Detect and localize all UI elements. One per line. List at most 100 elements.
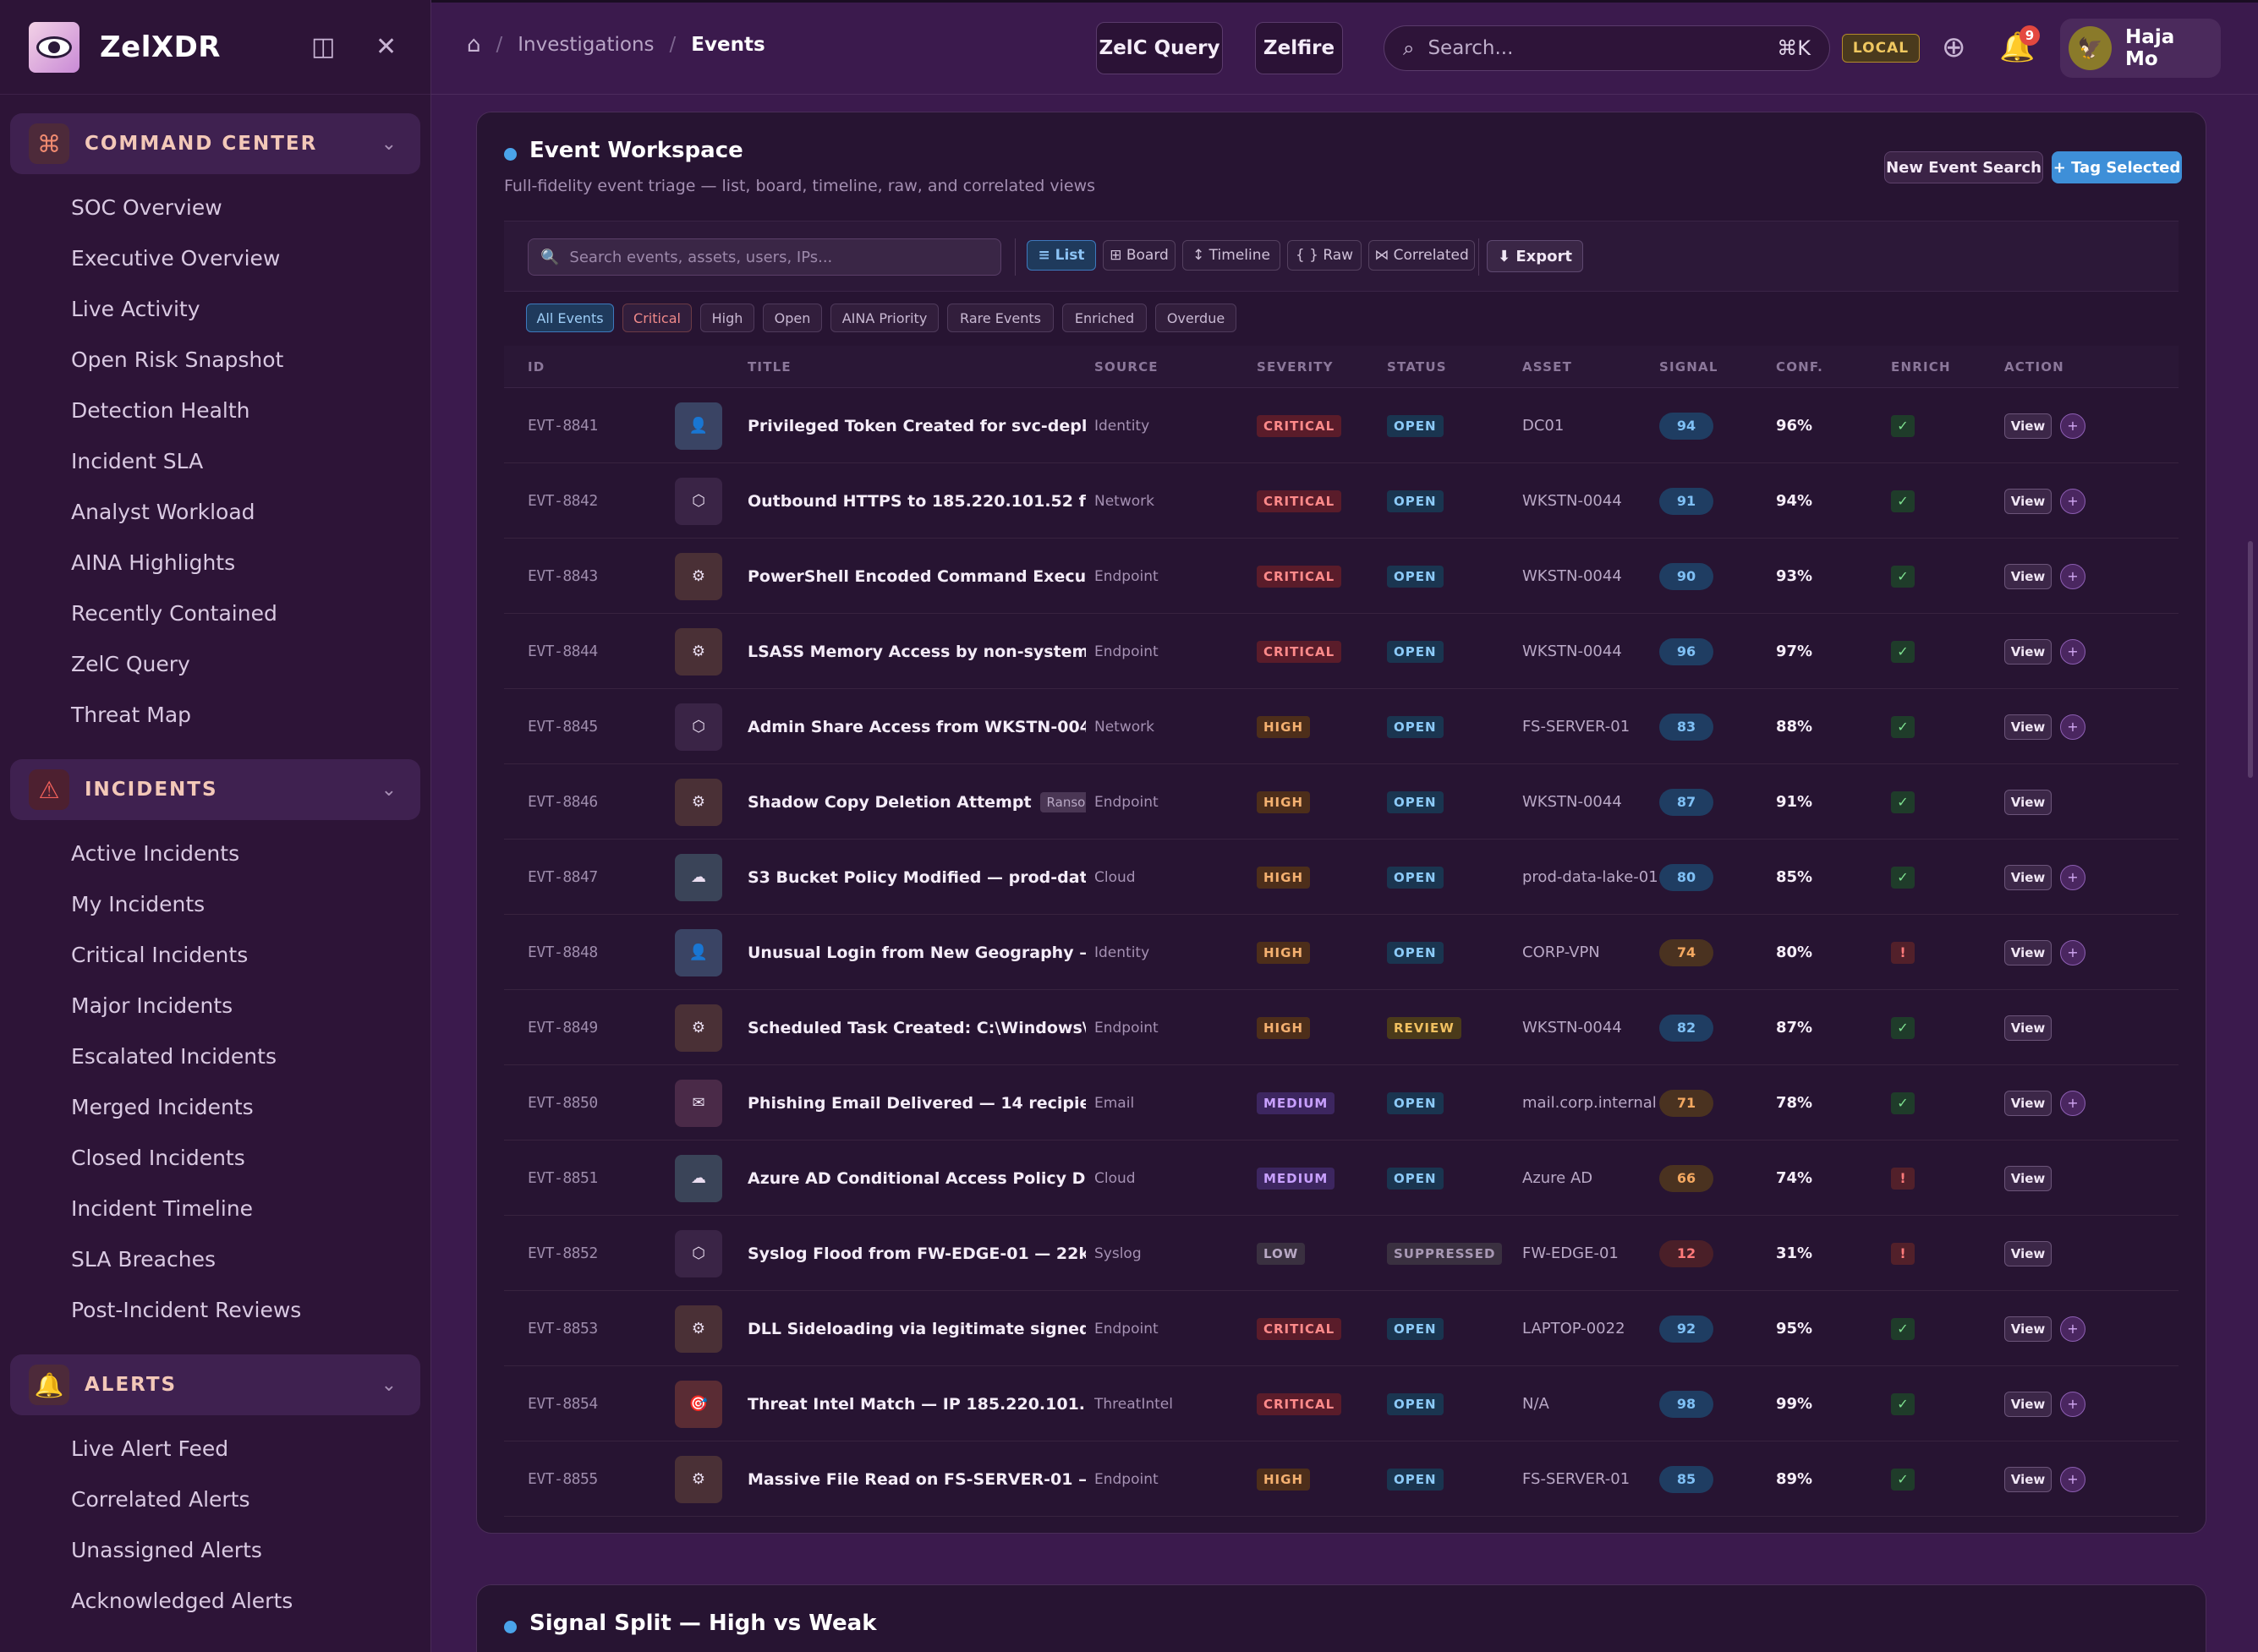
- filter-overdue[interactable]: Overdue: [1155, 304, 1236, 332]
- sidebar-item-analyst-workload[interactable]: Analyst Workload: [71, 500, 255, 524]
- event-title-cell[interactable]: Azure AD Conditional Access Policy Disab…: [748, 1141, 1086, 1216]
- table-row[interactable]: EVT-8842 ⬡ Outbound HTTPS to 185.220.101.5…: [504, 463, 2179, 539]
- view-button[interactable]: View: [2004, 864, 2052, 890]
- add-to-case-button[interactable]: +: [2060, 488, 2085, 514]
- sidebar-item-major-incidents[interactable]: Major Incidents: [71, 993, 233, 1018]
- view-button[interactable]: View: [2004, 1090, 2052, 1116]
- table-row[interactable]: EVT-8847 ☁ S3 Bucket Policy Modified — pro…: [504, 840, 2179, 915]
- event-title-cell[interactable]: Privileged Token Created for svc-deploy …: [748, 388, 1086, 463]
- table-row[interactable]: EVT-8848 👤 Unusual Login from New Geograph…: [504, 915, 2179, 990]
- chevron-down-icon[interactable]: ⌄: [381, 1374, 397, 1396]
- col-title[interactable]: TITLE: [748, 359, 792, 375]
- sidebar-item-executive-overview[interactable]: Executive Overview: [71, 246, 281, 271]
- view-timeline-button[interactable]: ↕ Timeline: [1182, 240, 1280, 271]
- event-search-input[interactable]: 🔍 Search events, assets, users, IPs...: [528, 238, 1001, 276]
- sidebar-item-critical-incidents[interactable]: Critical Incidents: [71, 943, 249, 967]
- col-asset[interactable]: ASSET: [1522, 359, 1573, 375]
- add-to-case-button[interactable]: +: [2060, 563, 2085, 589]
- table-row[interactable]: EVT-8850 ✉ Phishing Email Delivered — 14 r…: [504, 1065, 2179, 1141]
- table-row[interactable]: EVT-8851 ☁ Azure AD Conditional Access Pol…: [504, 1141, 2179, 1216]
- event-title-cell[interactable]: Admin Share Access from WKSTN-0044 to FS…: [748, 689, 1086, 764]
- sidebar-item-threat-map[interactable]: Threat Map: [71, 703, 192, 727]
- add-to-case-button[interactable]: +: [2060, 1466, 2085, 1492]
- add-to-case-button[interactable]: +: [2060, 1316, 2085, 1342]
- table-row[interactable]: EVT-8855 ⚙ Massive File Read on FS-SERVER-…: [504, 1441, 2179, 1517]
- event-title[interactable]: Unusual Login from New Geography — k.oko…: [748, 943, 1086, 962]
- event-title[interactable]: Outbound HTTPS to 185.220.101.52 from WK…: [748, 491, 1086, 511]
- view-button[interactable]: View: [2004, 1316, 2052, 1342]
- add-to-case-button[interactable]: +: [2060, 1090, 2085, 1116]
- home-icon[interactable]: ⌂: [467, 32, 481, 57]
- breadcrumb-investigations[interactable]: Investigations: [518, 34, 655, 56]
- event-title[interactable]: PowerShell Encoded Command Execution: [748, 566, 1086, 586]
- view-button[interactable]: View: [2004, 789, 2052, 815]
- sidebar-item-correlated-alerts[interactable]: Correlated Alerts: [71, 1487, 250, 1512]
- event-title-cell[interactable]: Phishing Email Delivered — 14 recipients…: [748, 1065, 1086, 1141]
- table-row[interactable]: EVT-8845 ⬡ Admin Share Access from WKSTN-0…: [504, 689, 2179, 764]
- add-to-case-button[interactable]: +: [2060, 413, 2085, 439]
- sidebar-item-soc-overview[interactable]: SOC Overview: [71, 195, 222, 220]
- col-enrich[interactable]: ENRICH: [1891, 359, 1951, 375]
- event-title-cell[interactable]: Syslog Flood from FW-EDGE-01 — 22k event…: [748, 1216, 1086, 1291]
- sidebar-item-my-incidents[interactable]: My Incidents: [71, 892, 206, 916]
- nav-section-alerts[interactable]: 🔔 ALERTS ⌄: [10, 1354, 420, 1415]
- table-row[interactable]: EVT-8844 ⚙ LSASS Memory Access by non-syst…: [504, 614, 2179, 689]
- filter-critical[interactable]: Critical: [622, 304, 692, 332]
- table-row[interactable]: EVT-8852 ⬡ Syslog Flood from FW-EDGE-01 — …: [504, 1216, 2179, 1291]
- filter-enriched[interactable]: Enriched: [1062, 304, 1147, 332]
- view-board-button[interactable]: ⊞ Board: [1103, 240, 1176, 271]
- view-button[interactable]: View: [2004, 1015, 2052, 1041]
- event-title-cell[interactable]: Shadow Copy Deletion Attempt Ransomware .…: [748, 764, 1086, 840]
- col-conf[interactable]: CONF.: [1776, 359, 1824, 375]
- chevron-down-icon[interactable]: ⌄: [381, 779, 397, 801]
- event-title-cell[interactable]: PowerShell Encoded Command ExecutionD...: [748, 539, 1086, 614]
- sidebar-item-recently-contained[interactable]: Recently Contained: [71, 601, 277, 626]
- event-title-cell[interactable]: Outbound HTTPS to 185.220.101.52 from WK…: [748, 463, 1086, 539]
- event-title[interactable]: Azure AD Conditional Access Policy Disab…: [748, 1168, 1086, 1188]
- filter-open[interactable]: Open: [763, 304, 822, 332]
- view-button[interactable]: View: [2004, 1165, 2052, 1191]
- event-title-cell[interactable]: DLL Sideloading via legitimate signed bi…: [748, 1291, 1086, 1366]
- chevron-down-icon[interactable]: ⌄: [381, 133, 397, 155]
- export-button[interactable]: ⬇ Export: [1487, 240, 1583, 272]
- collapse-icon[interactable]: ✕: [375, 32, 397, 62]
- event-title[interactable]: DLL Sideloading via legitimate signed bi…: [748, 1319, 1086, 1338]
- event-title[interactable]: S3 Bucket Policy Modified — prod-data-la…: [748, 867, 1086, 887]
- sidebar-item-post-incident-reviews[interactable]: Post-Incident Reviews: [71, 1298, 302, 1322]
- sidebar-item-live-activity[interactable]: Live Activity: [71, 297, 200, 321]
- filter-rare-events[interactable]: Rare Events: [947, 304, 1054, 332]
- sidebar-item-sla-breaches[interactable]: SLA Breaches: [71, 1247, 216, 1272]
- event-title-cell[interactable]: S3 Bucket Policy Modified — prod-data-la…: [748, 840, 1086, 915]
- view-button[interactable]: View: [2004, 1240, 2052, 1266]
- event-title[interactable]: LSASS Memory Access by non-system proces…: [748, 642, 1086, 661]
- event-title[interactable]: Syslog Flood from FW-EDGE-01 — 22k event…: [748, 1244, 1086, 1263]
- sidebar-item-detection-health[interactable]: Detection Health: [71, 398, 250, 423]
- nav-section-incidents[interactable]: ⚠ INCIDENTS ⌄: [10, 759, 420, 820]
- col-status[interactable]: STATUS: [1387, 359, 1447, 375]
- col-signal[interactable]: SIGNAL: [1659, 359, 1718, 375]
- add-icon[interactable]: ⊕: [1942, 30, 1966, 64]
- col-severity[interactable]: SEVERITY: [1257, 359, 1334, 375]
- view-button[interactable]: View: [2004, 1391, 2052, 1417]
- sidebar-item-open-risk-snapshot[interactable]: Open Risk Snapshot: [71, 347, 284, 372]
- event-title-cell[interactable]: LSASS Memory Access by non-system proces…: [748, 614, 1086, 689]
- add-to-case-button[interactable]: +: [2060, 714, 2085, 740]
- view-button[interactable]: View: [2004, 563, 2052, 589]
- user-menu[interactable]: 🦅 Haja Mo: [2060, 19, 2221, 78]
- nav-section-command-center[interactable]: ⌘ COMMAND CENTER ⌄: [10, 113, 420, 174]
- filter-high[interactable]: High: [700, 304, 754, 332]
- table-row[interactable]: EVT-8853 ⚙ DLL Sideloading via legitimate …: [504, 1291, 2179, 1366]
- view-button[interactable]: View: [2004, 413, 2052, 439]
- table-row[interactable]: EVT-8846 ⚙ Shadow Copy Deletion Attempt Ran…: [504, 764, 2179, 840]
- sidebar-toggle-icon[interactable]: ◫: [311, 32, 336, 62]
- view-list-button[interactable]: ≡ List: [1027, 240, 1096, 271]
- add-to-case-button[interactable]: +: [2060, 939, 2085, 965]
- add-to-case-button[interactable]: +: [2060, 638, 2085, 665]
- event-title-cell[interactable]: Unusual Login from New Geography — k.oko…: [748, 915, 1086, 990]
- zelc-query-button[interactable]: ZelC Query: [1096, 22, 1223, 74]
- zelfire-button[interactable]: Zelfire: [1255, 22, 1343, 74]
- event-title-cell[interactable]: Scheduled Task Created: C:\Windows\Temp\…: [748, 990, 1086, 1065]
- sidebar-item-live-alert-feed[interactable]: Live Alert Feed: [71, 1436, 229, 1461]
- table-row[interactable]: EVT-8843 ⚙ PowerShell Encoded Command Exec…: [504, 539, 2179, 614]
- sidebar-item-zelc-query[interactable]: ZelC Query: [71, 652, 190, 676]
